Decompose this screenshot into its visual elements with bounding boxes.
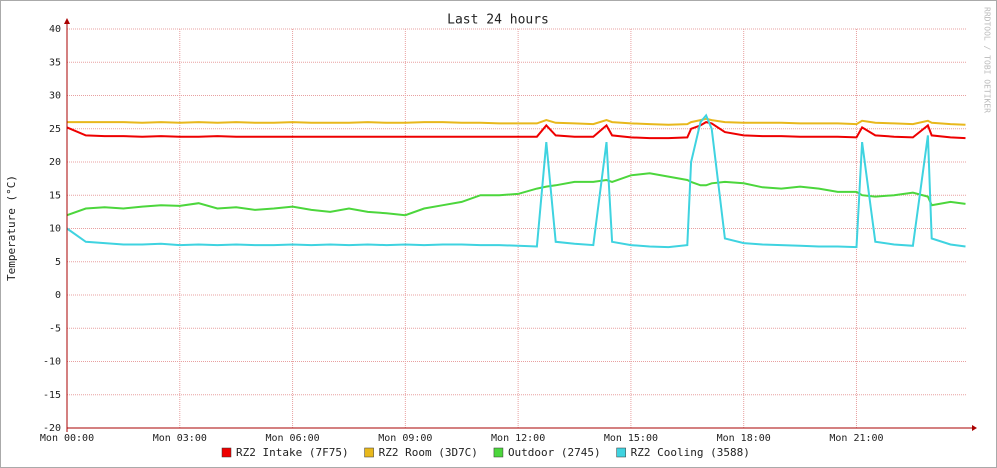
x-tick-label: Mon 06:00 bbox=[265, 433, 319, 444]
legend-label: RZ2 Intake (7F75) bbox=[236, 446, 349, 459]
y-axis-label: Temperature (°C) bbox=[5, 175, 18, 281]
y-tick-label: -5 bbox=[49, 323, 61, 334]
x-tick-label: Mon 12:00 bbox=[491, 433, 545, 444]
legend-label: Outdoor (2745) bbox=[508, 446, 601, 459]
series-line bbox=[66, 113, 966, 249]
y-tick-label: -20 bbox=[43, 423, 61, 434]
y-tick-label: 0 bbox=[55, 290, 61, 301]
series-line bbox=[66, 172, 966, 217]
series-line bbox=[67, 117, 966, 126]
lines-layer bbox=[66, 113, 966, 249]
x-tick-label: Mon 09:00 bbox=[378, 433, 432, 444]
y-tick-label: 30 bbox=[49, 91, 61, 102]
x-axis-arrow bbox=[972, 425, 977, 431]
y-tick-label: 15 bbox=[49, 190, 61, 201]
legend-swatch bbox=[616, 447, 626, 458]
legend-swatch bbox=[364, 447, 374, 458]
y-tick-label: 25 bbox=[49, 124, 61, 135]
chart-title: Last 24 hours bbox=[447, 13, 549, 28]
y-tick-label: 10 bbox=[49, 224, 61, 235]
legend-label: RZ2 Room (3D7C) bbox=[379, 446, 478, 459]
x-tick-label: Mon 00:00 bbox=[40, 433, 94, 444]
grid-layer: -20 -15 -10 -5 0 5 10 15 20 25 30 35 40 Mon 00:00 Mon … bbox=[40, 24, 967, 444]
legend-label: RZ2 Cooling (3588) bbox=[631, 446, 750, 459]
x-tick-label: Mon 18:00 bbox=[717, 433, 771, 444]
y-axis-arrow bbox=[64, 18, 70, 24]
x-tick-label: Mon 03:00 bbox=[153, 433, 207, 444]
series-line bbox=[66, 121, 966, 140]
y-tick-label: -10 bbox=[43, 357, 61, 368]
y-tick-label: -15 bbox=[43, 390, 61, 401]
legend: RZ2 Intake (7F75) RZ2 Room (3D7C) Outdoor … bbox=[221, 446, 750, 459]
legend-swatch bbox=[221, 447, 232, 458]
y-tick-label: 5 bbox=[55, 257, 61, 268]
legend-swatch bbox=[493, 447, 504, 458]
x-tick-label: Mon 21:00 bbox=[829, 433, 883, 444]
y-tick-label: 40 bbox=[49, 24, 61, 35]
y-tick-label: 20 bbox=[49, 157, 61, 168]
x-tick-label: Mon 15:00 bbox=[604, 433, 658, 444]
watermark: RRDTOOL / TOBI OETIKER bbox=[983, 7, 992, 113]
y-tick-label: 35 bbox=[49, 57, 61, 68]
